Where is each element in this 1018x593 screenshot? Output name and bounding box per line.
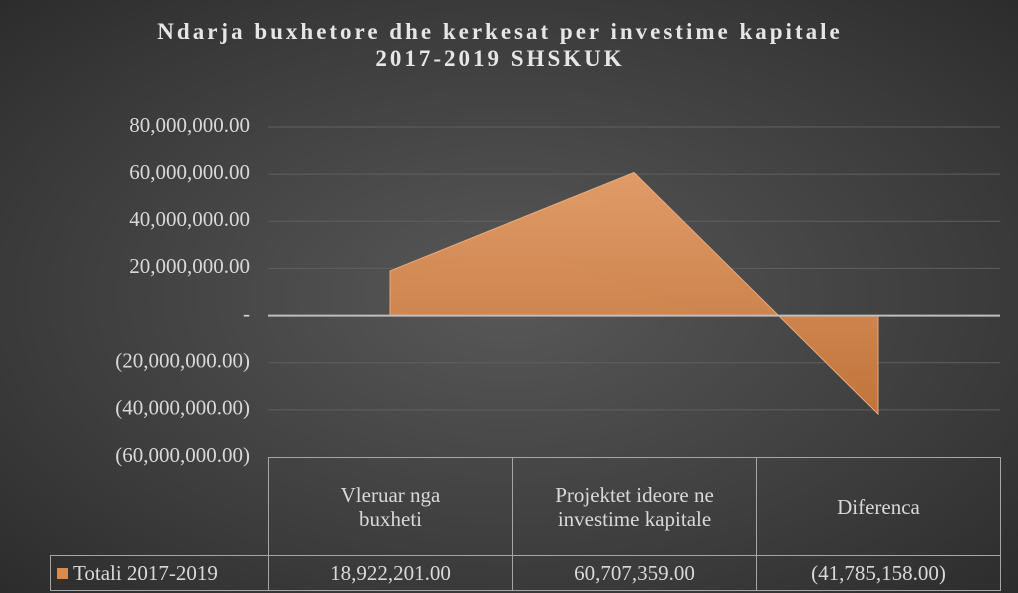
chart-title: Ndarja buxhetore dhe kerkesat per invest… (157, 19, 843, 71)
category-cell: Projektet ideore ne investime kapitale (512, 457, 757, 556)
y-tick-label: 40,000,000.00 (129, 207, 250, 231)
value-cell: 18,922,201.00 (268, 555, 513, 591)
y-tick-label: 80,000,000.00 (129, 113, 250, 137)
cell-text: 60,707,359.00 (574, 561, 695, 585)
cell-text: Totali 2017-2019 (73, 561, 218, 585)
cell-text: Projektet ideore ne investime kapitale (555, 482, 714, 531)
cell-text: 18,922,201.00 (330, 561, 451, 585)
legend-cell: Totali 2017-2019 (50, 555, 269, 591)
area (389, 171, 879, 416)
cell-text: (41,785,158.00) (811, 561, 946, 585)
legend-swatch (57, 567, 68, 579)
category-cell: Diferenca (756, 457, 1001, 556)
value-cell: 60,707,359.00 (512, 555, 757, 591)
cell-text: Diferenca (837, 494, 920, 519)
y-tick-label: (20,000,000.00) (115, 349, 250, 373)
y-tick-label: 60,000,000.00 (129, 160, 250, 184)
category-cell: Vleruar nga buxheti (268, 457, 513, 556)
y-tick-label: 20,000,000.00 (129, 254, 250, 278)
y-tick-label: - (243, 301, 250, 325)
y-tick-label: (60,000,000.00) (115, 443, 250, 467)
value-cell: (41,785,158.00) (756, 555, 1001, 591)
y-tick-label: (40,000,000.00) (115, 396, 250, 420)
cell-text: Vleruar nga buxheti (340, 482, 441, 531)
